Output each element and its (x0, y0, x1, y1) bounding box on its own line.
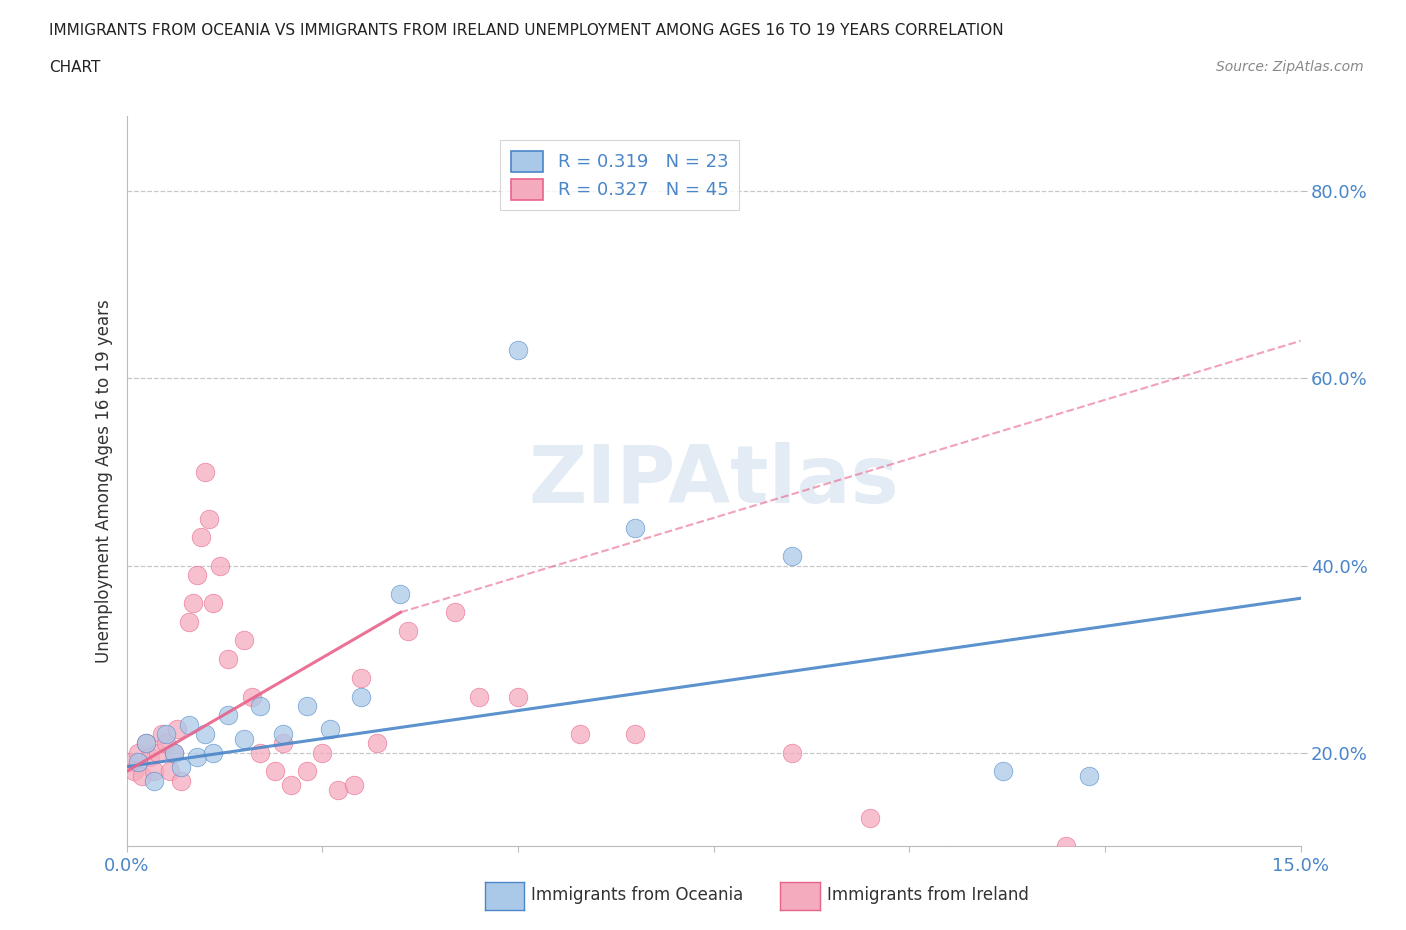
Point (366, 736, 388, 751)
Text: Immigrants from Ireland: Immigrants from Ireland (827, 885, 1029, 904)
Point (1054, 839, 1077, 854)
Point (181, 595, 204, 610)
Point (264, 764, 287, 778)
Point (780, 549, 803, 564)
Point (124, 764, 146, 778)
Point (991, 764, 1014, 778)
Point (186, 567, 208, 582)
Point (131, 769, 153, 784)
Point (350, 671, 373, 685)
Point (166, 722, 188, 737)
Point (170, 774, 193, 789)
Point (311, 745, 333, 760)
Point (271, 736, 294, 751)
Point (295, 764, 318, 778)
Point (326, 783, 349, 798)
Point (150, 726, 173, 741)
Point (506, 689, 529, 704)
Point (135, 736, 157, 751)
Point (350, 689, 373, 704)
Point (209, 558, 232, 573)
Point (197, 512, 219, 526)
Point (186, 750, 208, 764)
Point (142, 774, 165, 789)
Point (467, 689, 489, 704)
Point (201, 745, 224, 760)
Point (624, 521, 647, 536)
Point (444, 604, 467, 619)
Point (194, 726, 217, 741)
Point (569, 726, 592, 741)
Point (249, 745, 271, 760)
Point (159, 764, 181, 778)
Legend: R = 0.319   N = 23, R = 0.327   N = 45: R = 0.319 N = 23, R = 0.327 N = 45 (501, 140, 740, 210)
Point (217, 708, 239, 723)
Point (295, 698, 318, 713)
Y-axis label: Unemployment Among Ages 16 to 19 years: Unemployment Among Ages 16 to 19 years (94, 299, 112, 663)
Point (624, 726, 647, 741)
Point (232, 633, 256, 648)
Text: IMMIGRANTS FROM OCEANIA VS IMMIGRANTS FROM IRELAND UNEMPLOYMENT AMONG AGES 16 TO: IMMIGRANTS FROM OCEANIA VS IMMIGRANTS FR… (49, 23, 1004, 38)
Point (271, 726, 294, 741)
Point (179, 614, 201, 629)
Point (146, 745, 169, 760)
Point (162, 745, 184, 760)
Point (139, 750, 162, 764)
Point (135, 736, 157, 751)
Point (170, 759, 193, 774)
Point (217, 652, 239, 667)
Point (859, 811, 882, 826)
Point (280, 778, 302, 793)
Text: Source: ZipAtlas.com: Source: ZipAtlas.com (1216, 60, 1364, 74)
Point (201, 595, 224, 610)
Point (155, 736, 177, 751)
Point (506, 343, 529, 358)
Point (179, 717, 201, 732)
Point (127, 754, 149, 769)
Point (240, 689, 263, 704)
Point (780, 745, 803, 760)
Point (162, 745, 184, 760)
Point (396, 624, 419, 639)
Point (190, 530, 212, 545)
Point (249, 698, 271, 713)
Text: ZIPAtlas: ZIPAtlas (529, 443, 898, 520)
Point (127, 745, 149, 760)
Point (389, 586, 412, 601)
Text: Immigrants from Oceania: Immigrants from Oceania (531, 885, 744, 904)
Point (319, 722, 342, 737)
Point (194, 464, 217, 479)
Text: CHART: CHART (49, 60, 101, 75)
Point (155, 726, 177, 741)
Point (1078, 769, 1101, 784)
Point (936, 848, 959, 863)
Point (120, 754, 142, 769)
Point (342, 778, 364, 793)
Point (142, 764, 165, 778)
Point (232, 731, 256, 746)
